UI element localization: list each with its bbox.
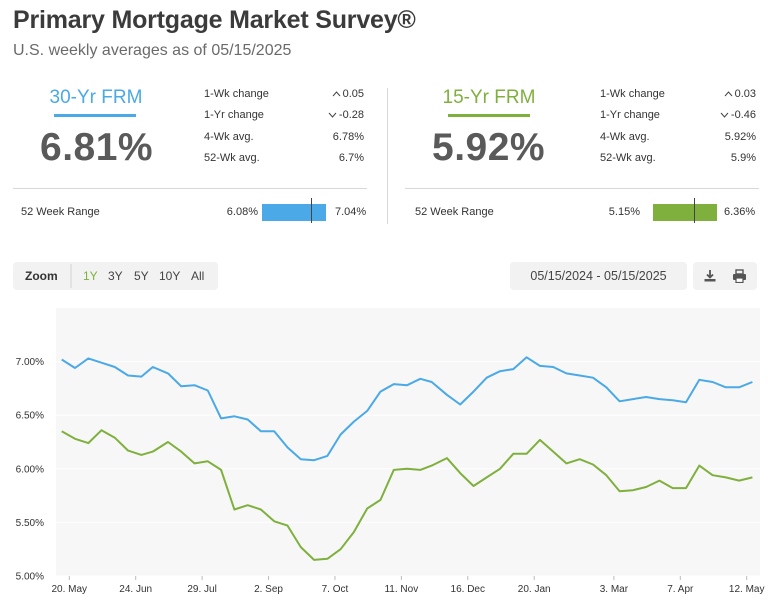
frm15-stat-value-text: 5.92% <box>724 130 756 143</box>
zoom-1y-button[interactable]: 1Y <box>83 269 98 283</box>
frm30-stat-label: 1-Wk change <box>204 88 269 100</box>
download-icon[interactable] <box>697 262 723 290</box>
y-tick-label: 5.50% <box>16 518 44 529</box>
frm30-range-marker <box>310 198 312 223</box>
frm15-stat-label: 1-Yr change <box>600 109 660 122</box>
frm30-stat-label: 1-Yr change <box>204 109 264 122</box>
zoom-label: Zoom <box>25 269 58 283</box>
frm15-series-line <box>61 429 753 561</box>
chevron-down-icon <box>328 110 337 121</box>
frm15-stat-row: 1-Wk change 0.03 <box>600 88 756 109</box>
frm15-stat-row: 52-Wk avg. 5.9% <box>600 152 756 173</box>
frm15-underline <box>448 114 530 117</box>
chevron-up-icon <box>724 89 733 100</box>
frm30-underline <box>54 114 136 117</box>
frm30-stat-label: 4-Wk avg. <box>204 130 254 143</box>
frm15-stat-value: -0.46 <box>720 109 756 121</box>
chevron-down-icon <box>720 110 729 121</box>
frm15-name: 15-Yr FRM <box>442 87 536 108</box>
frm30-stat-row: 1-Yr change -0.28 <box>204 109 364 130</box>
frm15-stat-value-text: 5.9% <box>730 151 756 164</box>
x-tick-label: 20. May <box>51 584 87 595</box>
zoom-all-button[interactable]: All <box>191 269 205 283</box>
frm30-stat-value: 6.78% <box>333 131 364 143</box>
x-tick-label: 29. Jul <box>187 584 216 595</box>
frm30-stat-row: 1-Wk change 0.05 <box>204 88 364 109</box>
zoom-3y-button[interactable]: 3Y <box>108 269 123 283</box>
frm15-range-marker <box>693 198 695 223</box>
date-range-display[interactable]: 05/15/2024 - 05/15/2025 <box>510 262 687 290</box>
y-tick-label: 5.00% <box>16 572 44 583</box>
frm30-stat-value-text: 6.78% <box>332 130 364 143</box>
frm30-stat-row: 52-Wk avg. 6.7% <box>204 152 364 173</box>
zoom-bar: Zoom 1Y 3Y 5Y 10Y All <box>13 262 218 290</box>
page-subtitle: U.S. weekly averages as of 05/15/2025 <box>13 42 292 59</box>
plot-background <box>56 308 760 576</box>
x-tick-label: 11. Nov <box>384 584 418 595</box>
frm15-range-label: 52 Week Range <box>415 206 494 218</box>
frm30-range-low: 6.08% <box>226 206 258 218</box>
frm30-name: 30-Yr FRM <box>49 87 143 108</box>
y-tick-label: 6.00% <box>16 464 44 475</box>
frm15-stat-value-text: -0.46 <box>730 109 756 122</box>
frm15-stat-value: 0.03 <box>724 88 756 100</box>
frm15-stat-row: 4-Wk avg. 5.92% <box>600 131 756 152</box>
frm15-stat-label: 1-Wk change <box>600 88 665 100</box>
frm30-range-bar <box>262 198 326 223</box>
frm15-stat-value-text: 0.03 <box>734 88 756 100</box>
x-tick-label: 12. May <box>729 584 765 595</box>
frm30-stat-value: 0.05 <box>332 88 364 100</box>
frm15-stat-label: 4-Wk avg. <box>600 130 650 143</box>
frm30-range-high: 7.04% <box>335 206 367 218</box>
frm30-stat-value-text: 0.05 <box>342 88 364 100</box>
zoom-10y-button[interactable]: 10Y <box>159 269 181 283</box>
rate-history-chart: 5.00% 5.50% 6.00% 6.50% 7.00% 20. May 24. Jun… <box>16 308 765 595</box>
frm15-range-divider <box>405 188 759 189</box>
frm15-rate: 5.92% <box>432 126 546 169</box>
x-axis-ticks: 20. May 24. Jun 29. Jul 2. Sep 7. Oct 11. Nov… <box>51 576 765 595</box>
x-tick-label: 20. Jan <box>518 584 551 595</box>
zoom-separator <box>70 264 72 288</box>
y-axis-ticks: 5.00% 5.50% 6.00% 6.50% 7.00% <box>16 357 44 582</box>
chevron-up-icon <box>332 89 341 100</box>
frm30-stat-row: 4-Wk avg. 6.78% <box>204 131 364 152</box>
x-tick-label: 2. Sep <box>254 584 283 595</box>
frm15-stat-label: 52-Wk avg. <box>600 151 656 164</box>
frm15-range-low: 5.15% <box>608 206 640 218</box>
frm30-range-label: 52 Week Range <box>21 206 100 218</box>
y-tick-label: 7.00% <box>16 357 44 368</box>
page-title: Primary Mortgage Market Survey® <box>13 6 416 34</box>
x-tick-label: 7. Apr <box>667 584 694 595</box>
panel-divider <box>387 88 388 224</box>
zoom-5y-button[interactable]: 5Y <box>134 269 149 283</box>
x-tick-label: 7. Oct <box>322 584 349 595</box>
frm30-stat-value-text: 6.7% <box>338 151 364 164</box>
frm30-rate: 6.81% <box>40 126 154 169</box>
print-icon[interactable] <box>726 262 752 290</box>
frm15-stat-value: 5.9% <box>731 152 756 164</box>
frm15-range-high: 6.36% <box>724 206 756 218</box>
x-tick-label: 24. Jun <box>119 584 152 595</box>
frm15-stat-value: 5.92% <box>725 131 756 143</box>
frm30-stat-value: -0.28 <box>328 109 364 121</box>
frm30-stats: 1-Wk change 0.05 1-Yr change -0.28 4-Wk avg.… <box>204 88 364 173</box>
frm30-series-line <box>61 356 753 462</box>
frm30-stat-label: 52-Wk avg. <box>204 151 260 164</box>
x-tick-label: 3. Mar <box>600 584 629 595</box>
frm15-stat-row: 1-Yr change -0.46 <box>600 109 756 130</box>
frm30-range-divider <box>13 188 367 189</box>
frm15-stats: 1-Wk change 0.03 1-Yr change -0.46 4-Wk avg.… <box>600 88 756 173</box>
frm30-stat-value: 6.7% <box>339 152 364 164</box>
series-lines <box>61 356 753 561</box>
y-tick-label: 6.50% <box>16 411 44 422</box>
frm30-stat-value-text: -0.28 <box>338 109 364 122</box>
x-tick-label: 16. Dec <box>451 584 485 595</box>
frm15-range-bar <box>653 198 717 223</box>
